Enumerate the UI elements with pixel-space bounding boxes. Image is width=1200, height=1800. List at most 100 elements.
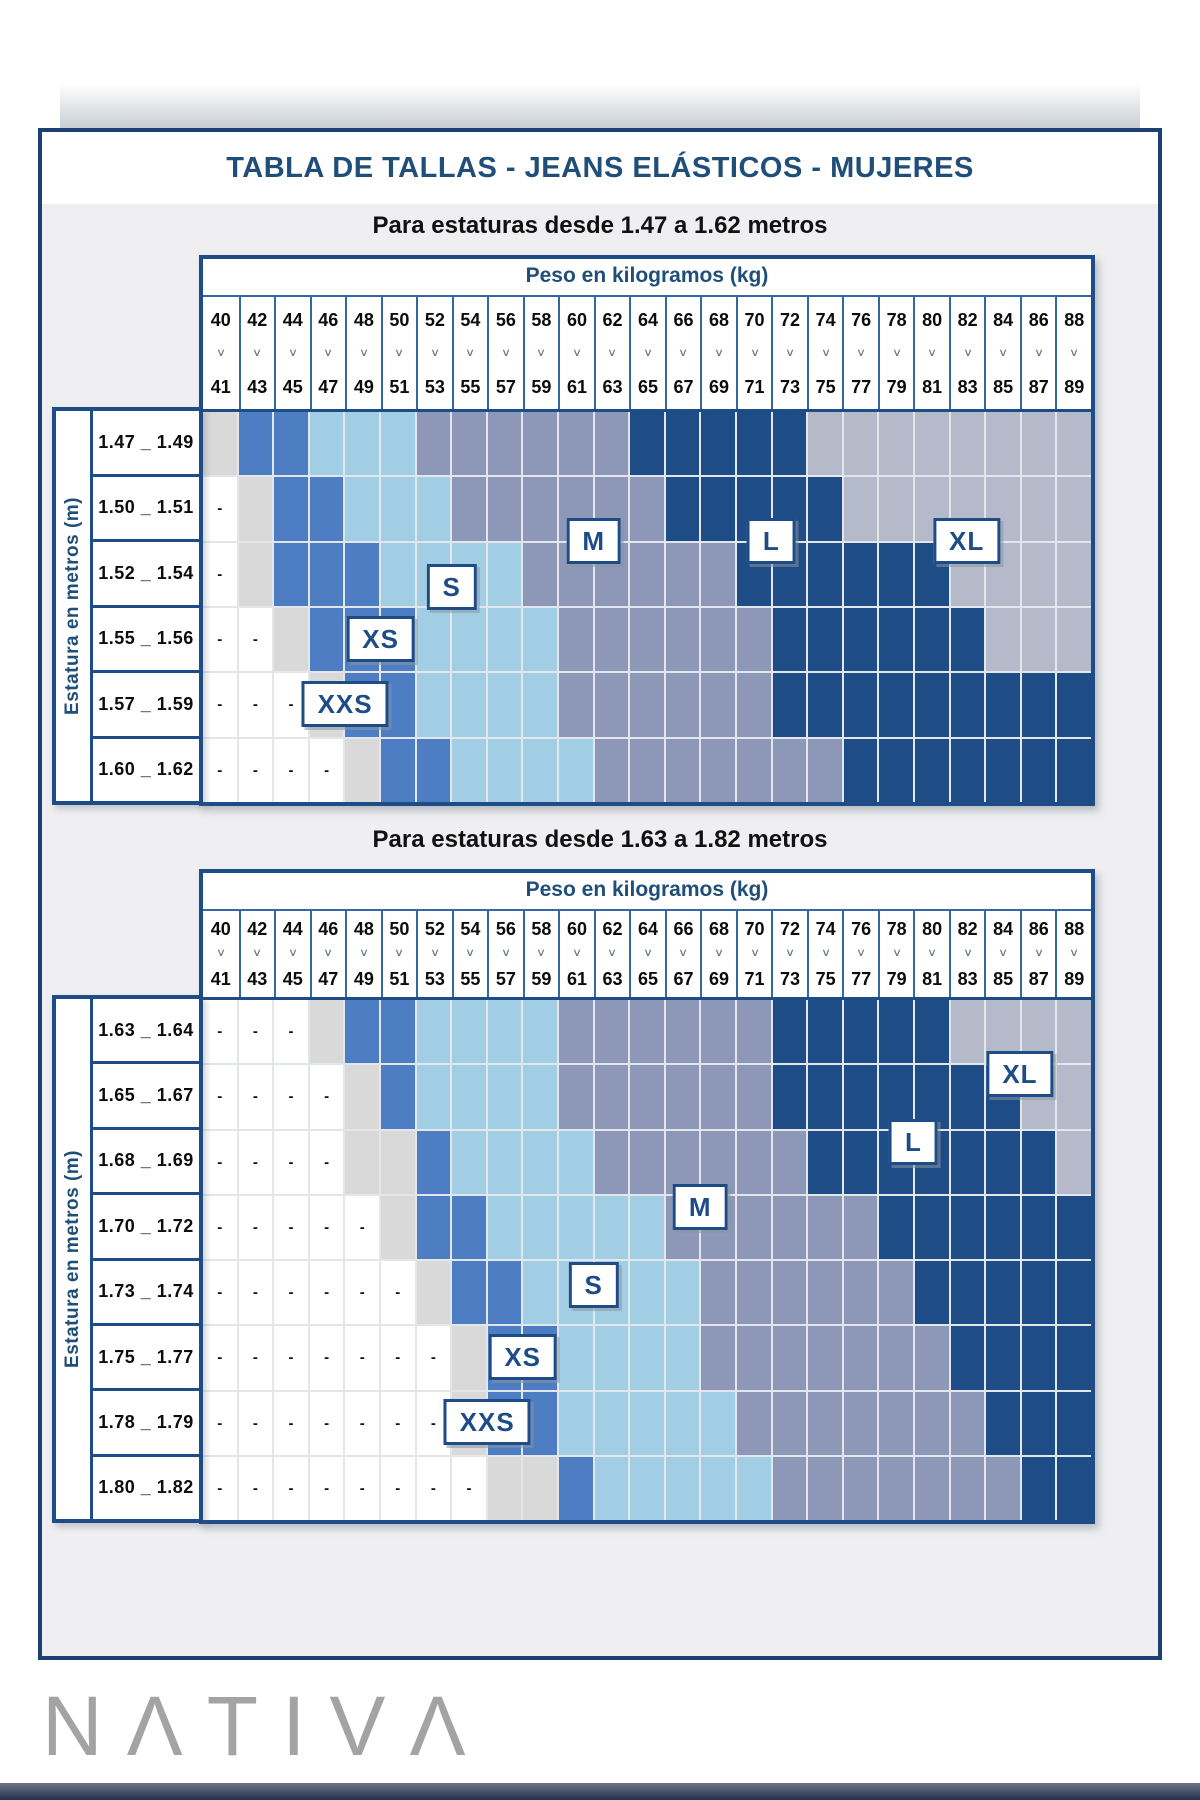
grid-cell [416,1195,451,1259]
height-row-label: 1.75 _ 1.77 [93,1326,199,1392]
grid-cell [914,1065,949,1129]
weight-col-header: 42 ∨ 43 [238,297,275,409]
grid-cell [986,412,1020,476]
height-row-label: 1.57 _ 1.59 [93,673,199,739]
weight-to-value: 55 [460,376,481,397]
grid-cell: - [309,1326,344,1390]
grid-cell [558,673,593,737]
grid-cell: - [203,673,237,737]
grid-cell [914,1456,949,1520]
grid-cell [950,1000,985,1064]
weight-from-value: 66 [673,309,694,330]
grid-cell [914,607,949,672]
weight-col-header: 52 ∨ 53 [416,911,452,997]
grid-cell [1057,1195,1091,1259]
grid-cell [701,542,735,606]
grid-cell: - [274,1130,308,1194]
grid-cell [665,412,700,476]
grid-cell [1021,477,1056,541]
grid-cell: - [380,1261,415,1325]
chevron-down-icon: ∨ [1069,346,1080,359]
chevron-down-icon: ∨ [465,346,476,359]
grid-cell [380,1130,415,1194]
grid-cell [701,1326,735,1390]
weight-to-value: 41 [210,968,231,989]
grid-cell [843,1391,878,1455]
grid-cell [594,1326,629,1390]
chevron-down-icon: ∨ [713,346,725,359]
chevron-down-icon: ∨ [429,947,440,960]
height-row-label: 1.63 _ 1.64 [93,999,199,1065]
weight-to-value: 41 [210,376,231,397]
grid-cell [1057,1261,1091,1325]
grid-cell [380,1000,415,1064]
grid-cell [594,1065,629,1129]
grid-cell [736,1000,771,1064]
grid-cell: - [238,607,273,672]
weight-from-value: 40 [210,919,231,940]
grid-cell: - [309,1261,344,1325]
grid-cell [665,1261,700,1325]
grid-cell: - [416,1456,451,1520]
grid-row: ---- [203,738,1091,802]
grid-cell [736,1195,771,1259]
grid-cell [238,542,273,606]
grid-cell [701,1065,735,1129]
grid-cell [808,1195,842,1259]
grid-cell [1057,738,1091,802]
weight-header-row: 40 ∨ 41 42 ∨ 43 44 ∨ 45 46 ∨ 47 48 ∨ 49 50 ∨ 51 52 ∨ 53 54 ∨ 55… [203,911,1091,997]
weight-from-value: 52 [424,919,445,940]
grid-cell [594,412,629,476]
grid-cell [808,607,842,672]
weight-from-value: 48 [353,919,374,940]
grid-cell: - [238,673,273,737]
chevron-down-icon: ∨ [429,346,440,359]
grid-cell [558,1065,593,1129]
weight-from-value: 44 [282,309,303,330]
weight-to-value: 67 [673,968,694,989]
size-label-m: M [672,1184,728,1230]
grid-cell: - [274,1326,308,1390]
weight-from-value: 70 [744,309,765,330]
size-label-xl: XL [986,1050,1054,1097]
grid-row: ------ [203,1261,1091,1325]
grid-cell [380,412,415,476]
chevron-down-icon: ∨ [500,947,511,960]
grid-cell [701,1456,735,1520]
grid-cell [950,1065,985,1129]
grid-cell [558,738,593,802]
grid-cell [879,738,913,802]
grid-cell [914,1391,949,1455]
weight-col-header: 68 ∨ 69 [700,911,736,997]
weight-from-value: 52 [424,309,445,330]
grid-cell [986,1261,1020,1325]
grid-cell [879,607,913,672]
grid-cell: - [238,1456,273,1520]
height-row-label: 1.68 _ 1.69 [93,1130,199,1196]
chevron-down-icon: ∨ [927,947,938,960]
grid-cell [1021,542,1056,606]
weight-from-value: 76 [851,309,872,330]
grid-cell [986,607,1020,672]
grid-cell [345,412,379,476]
grid-cell [701,412,735,476]
grid-cell [380,477,415,541]
weight-col-header: 48 ∨ 49 [345,911,381,997]
weight-from-value: 68 [709,919,730,940]
grid-cell [1021,607,1056,672]
weight-from-value: 68 [709,309,730,330]
grid-cell [772,1065,807,1129]
grid-cell [1021,412,1056,476]
grid-row: ---- [203,1130,1091,1194]
weight-to-value: 77 [851,376,872,397]
weight-col-header: 54 ∨ 55 [451,297,488,409]
grid-cell: - [238,1195,273,1259]
grid-cell [808,673,842,737]
height-axis-label-cell: Estatura en metros (m) [56,411,93,801]
weight-to-value: 47 [318,376,339,397]
grid-cell [736,1391,771,1455]
weight-col-header: 58 ∨ 59 [522,297,559,409]
grid-cell [950,673,985,737]
grid-cell [630,477,664,541]
weight-to-value: 65 [637,968,658,989]
